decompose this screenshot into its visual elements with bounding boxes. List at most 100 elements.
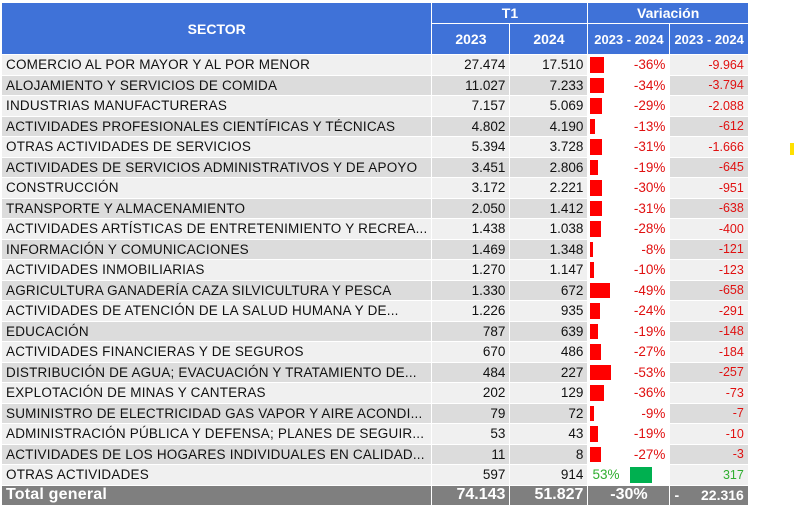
sector-cell: EXPLOTACIÓN DE MINAS Y CANTERAS [0,382,433,404]
table-row: OTRAS ACTIVIDADES 597 914 53% 317 [0,464,749,486]
period-header: T1 [431,2,589,24]
value-2024-cell: 8 [509,443,589,465]
pct-change-value: -10% [633,262,666,278]
total-2024: 51.827 [509,484,589,506]
value-2023-cell: 53 [431,423,511,445]
pct-change-cell: -30% [587,177,671,199]
value-2023-cell: 484 [431,361,511,383]
sector-cell: ADMINISTRACIÓN PÚBLICA Y DEFENSA; PLANES… [0,423,433,445]
pct-change-bar [590,159,599,175]
pct-change-cell: -9% [587,402,671,424]
table-row: AGRICULTURA GANADERÍA CAZA SILVICULTURA … [0,279,749,301]
value-2023-cell: 27.474 [431,54,511,76]
pct-change-bar [590,323,599,339]
pct-change-value: -29% [633,98,666,114]
pct-change-value: -36% [633,385,666,401]
value-2023-cell: 79 [431,402,511,424]
table-row: ADMINISTRACIÓN PÚBLICA Y DEFENSA; PLANES… [0,423,749,445]
sector-cell: ACTIVIDADES PROFESIONALES CIENTÍFICAS Y … [0,115,433,137]
value-2024-cell: 43 [509,423,589,445]
value-2023-cell: 1.469 [431,238,511,260]
abs-change-cell: -184 [669,341,749,363]
abs-change-cell: -9.964 [669,54,749,76]
sector-cell: EDUCACIÓN [0,320,433,342]
pct-change-bar [590,262,595,278]
pct-change-bar [590,221,602,237]
table-row: ACTIVIDADES FINANCIERAS Y DE SEGUROS 670 4… [0,341,749,363]
value-2023-cell: 1.226 [431,300,511,322]
abs-change-cell: -148 [669,320,749,342]
table-row: SUMINISTRO DE ELECTRICIDAD GAS VAPOR Y A… [0,402,749,424]
table-row: EXPLOTACIÓN DE MINAS Y CANTERAS 202 129 -36… [0,382,749,404]
abs-change-cell: -400 [669,218,749,240]
sector-cell: OTRAS ACTIVIDADES [0,464,433,486]
value-2024-cell: 5.069 [509,95,589,117]
pct-change-cell: -27% [587,443,671,465]
value-2024-cell: 2.221 [509,177,589,199]
pct-change-value: -30% [633,180,666,196]
value-2023-cell: 1.330 [431,279,511,301]
pct-change-cell: -19% [587,320,671,342]
pct-change-bar [590,200,603,216]
value-2024-cell: 1.147 [509,259,589,281]
value-2024-cell: 17.510 [509,54,589,76]
value-2024-cell: 227 [509,361,589,383]
pct-change-value: 53% [592,467,620,483]
abs-change-cell: -3.794 [669,74,749,96]
sector-cell: INDUSTRIAS MANUFACTURERAS [0,95,433,117]
pct-change-cell: -13% [587,115,671,137]
sector-cell: INFORMACIÓN Y COMUNICACIONES [0,238,433,260]
pct-change-bar [590,98,603,114]
table-row: ACTIVIDADES DE ATENCIÓN DE LA SALUD HUMA… [0,300,749,322]
pct-change-cell: -36% [587,382,671,404]
value-2024-cell: 4.190 [509,115,589,137]
abs-change-cell: -121 [669,238,749,260]
table-row: CONSTRUCCIÓN 3.172 2.221 -30% -951 [0,177,749,199]
table-row: TRANSPORTE Y ALMACENAMIENTO 2.050 1.412 -31… [0,197,749,219]
value-2023-cell: 5.394 [431,136,511,158]
pct-change-cell: -10% [587,259,671,281]
pct-change-bar [590,118,596,134]
abs-change-cell: -123 [669,259,749,281]
pct-change-cell: -19% [587,423,671,445]
total-2023: 74.143 [431,484,511,506]
table-row: EDUCACIÓN 787 639 -19% -148 [0,320,749,342]
abs-change-cell: 317 [669,464,749,486]
total-abs-sign: - [674,487,680,503]
sector-cell: CONSTRUCCIÓN [0,177,433,199]
table-row: ACTIVIDADES INMOBILIARIAS 1.270 1.147 -10% -… [0,259,749,281]
pct-change-cell: -36% [587,54,671,76]
abs-change-cell: -73 [669,382,749,404]
total-abs: - 22.316 [669,484,749,506]
value-2023-cell: 3.451 [431,156,511,178]
sector-cell: COMERCIO AL POR MAYOR Y AL POR MENOR [0,54,433,76]
pct-change-bar [590,282,611,298]
pct-change-value: -19% [633,323,666,339]
table-row: ACTIVIDADES DE SERVICIOS ADMINISTRATIVOS… [0,156,749,178]
pct-change-bar [590,385,605,401]
pct-change-cell: -8% [587,238,671,260]
abs-change-cell: -2.088 [669,95,749,117]
value-2024-cell: 639 [509,320,589,342]
pct-change-cell: -31% [587,197,671,219]
pct-change-value: -24% [633,303,666,319]
pct-change-cell: -31% [587,136,671,158]
year-2024-header: 2024 [509,23,589,55]
table-row: COMERCIO AL POR MAYOR Y AL POR MENOR 27.4… [0,54,749,76]
pct-change-bar [590,241,594,257]
pct-change-bar [630,467,653,483]
abs-change-cell: -291 [669,300,749,322]
abs-change-cell: -951 [669,177,749,199]
total-row: Total general 74.143 51.827 -30% - 22.316 [0,484,749,506]
pct-change-cell: -49% [587,279,671,301]
sector-cell: ALOJAMIENTO Y SERVICIOS DE COMIDA [0,74,433,96]
yellow-marker [790,143,794,155]
total-pct: -30% [587,484,671,506]
table-row: OTRAS ACTIVIDADES DE SERVICIOS 5.394 3.728… [0,136,749,158]
pct-change-value: -36% [633,57,666,73]
pct-change-bar [590,180,603,196]
sector-header: SECTOR [0,2,433,55]
abs-change-cell: -645 [669,156,749,178]
value-2024-cell: 7.233 [509,74,589,96]
table-row: ALOJAMIENTO Y SERVICIOS DE COMIDA 11.027 7… [0,74,749,96]
